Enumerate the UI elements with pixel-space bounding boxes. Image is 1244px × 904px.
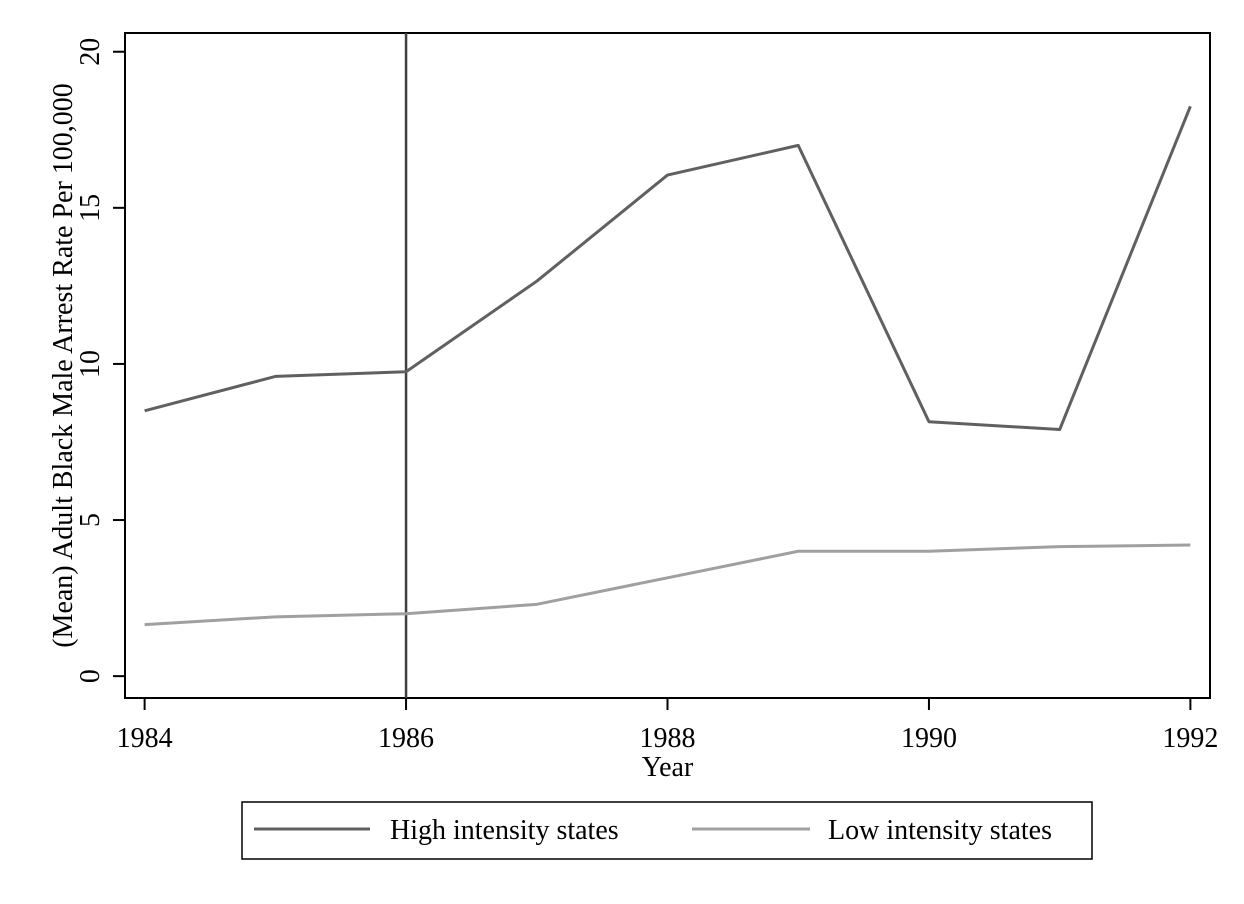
series-layer: [144, 105, 1192, 627]
series-line-high-intensity: [144, 105, 1192, 432]
legend-box: [241, 801, 1093, 860]
series-line-low-intensity: [144, 543, 1191, 627]
x-tick-label-1986: 1986: [378, 723, 434, 754]
legend-label-low-intensity: Low intensity states: [828, 815, 1052, 846]
y-tick-label-10: 10: [75, 350, 106, 378]
legend-label-high-intensity: High intensity states: [390, 815, 619, 846]
y-tick-label-20: 20: [75, 38, 106, 66]
y-axis-title: (Mean) Adult Black Male Arrest Rate Per …: [48, 83, 79, 648]
x-axis-title: Year: [642, 752, 694, 783]
x-tick-label-1988: 1988: [640, 723, 696, 754]
x-axis: 1984 1986 1988 1990 1992: [117, 698, 1218, 754]
y-tick-label-0: 0: [75, 669, 106, 683]
x-tick-label-1984: 1984: [117, 723, 173, 754]
x-tick-label-1990: 1990: [901, 723, 957, 754]
legend: High intensity states Low intensity state…: [241, 801, 1093, 860]
x-tick-label-1992: 1992: [1162, 723, 1218, 754]
y-tick-label-15: 15: [75, 194, 106, 222]
y-axis: 0 5 10 15 20: [75, 38, 125, 683]
y-tick-label-5: 5: [75, 513, 106, 527]
